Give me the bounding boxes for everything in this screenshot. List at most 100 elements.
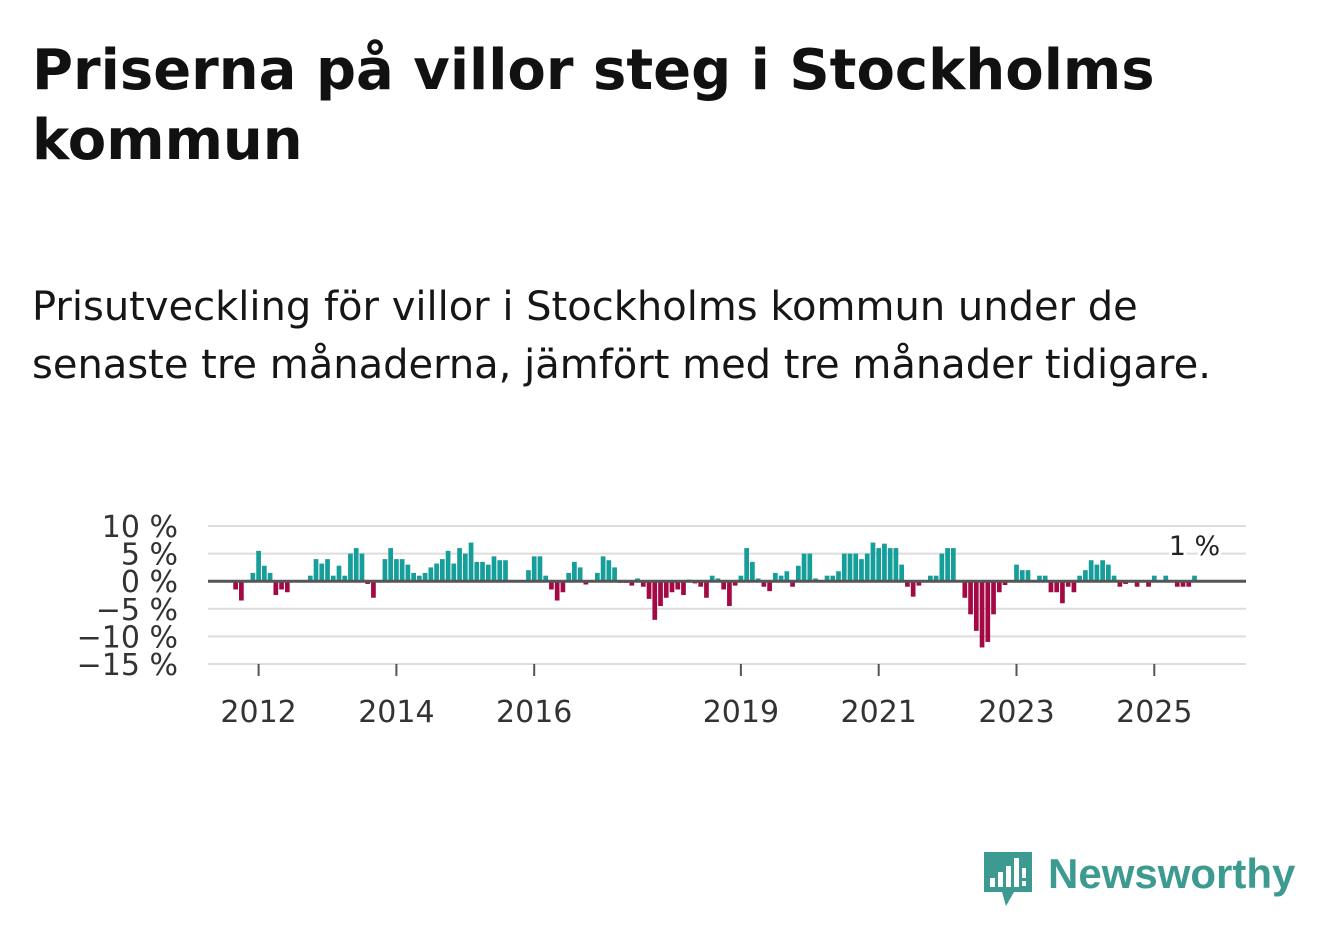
bar	[428, 567, 434, 582]
bar	[950, 548, 956, 582]
bar	[462, 553, 468, 582]
bar	[778, 575, 784, 582]
bar	[595, 572, 600, 582]
newsworthy-logo: Newsworthy	[980, 848, 1300, 910]
bar	[279, 581, 284, 590]
x-tick-label: 2019	[703, 695, 779, 730]
bar	[359, 553, 365, 582]
bar	[1002, 581, 1008, 586]
bar	[928, 575, 933, 582]
bar	[968, 581, 973, 615]
bar	[572, 561, 577, 582]
bar	[795, 565, 801, 582]
bar	[985, 581, 991, 642]
bar	[549, 581, 554, 590]
bar	[1083, 570, 1088, 582]
bar	[893, 548, 899, 582]
bar	[531, 556, 537, 582]
bar	[566, 572, 572, 582]
bar	[1060, 581, 1065, 604]
bar	[640, 581, 646, 587]
bar	[905, 581, 910, 587]
bar	[526, 570, 531, 582]
bar	[859, 559, 864, 582]
bar	[870, 542, 876, 582]
bar	[824, 575, 830, 582]
bar	[973, 581, 979, 631]
bar	[652, 581, 658, 620]
bar	[916, 581, 922, 586]
bar	[497, 560, 503, 582]
bar	[371, 581, 376, 598]
bar	[1088, 560, 1094, 582]
bar	[1094, 564, 1100, 582]
bar	[445, 550, 451, 582]
bar	[646, 581, 652, 599]
bar	[239, 581, 244, 601]
bar	[233, 581, 238, 590]
bar	[612, 567, 617, 582]
bar	[503, 560, 508, 582]
bar	[273, 581, 279, 595]
bar	[738, 575, 744, 582]
bar	[841, 553, 847, 582]
bar	[801, 553, 807, 582]
y-tick-label: 10 %	[102, 510, 178, 545]
bar	[876, 548, 882, 582]
bar	[1019, 570, 1025, 582]
bar	[325, 559, 330, 582]
bar	[485, 564, 491, 582]
bar	[577, 567, 583, 582]
bar	[790, 581, 795, 587]
bar	[267, 572, 273, 582]
bar	[899, 564, 905, 582]
bar	[417, 575, 422, 582]
bar	[709, 575, 715, 582]
chart-title: Priserna på villor steg i Stockholms kom…	[32, 38, 1155, 173]
bar	[669, 581, 675, 593]
bar	[991, 581, 996, 615]
brand-name: Newsworthy	[1048, 850, 1296, 897]
bar	[583, 581, 589, 585]
bar	[537, 556, 543, 582]
chart-subtitle: Prisutveckling för villor i Stockholms k…	[32, 284, 1211, 388]
y-tick-label: −5 %	[96, 593, 178, 628]
bar	[853, 553, 859, 582]
y-tick-label: −15 %	[77, 648, 178, 683]
bar	[307, 575, 313, 582]
bar	[882, 543, 887, 582]
bar	[606, 560, 612, 582]
bar	[675, 581, 681, 590]
bar	[451, 563, 457, 582]
bar	[887, 548, 893, 582]
bar	[422, 572, 428, 582]
bar	[411, 572, 416, 582]
bar	[784, 571, 790, 582]
bar	[767, 581, 772, 592]
bar	[681, 581, 686, 595]
y-tick-label: 0 %	[121, 565, 178, 600]
bar	[1117, 581, 1123, 587]
x-tick-label: 2023	[978, 695, 1054, 730]
bar	[962, 581, 968, 598]
bar	[330, 575, 336, 582]
bar	[250, 572, 256, 582]
bar	[388, 548, 394, 582]
bar	[1111, 575, 1117, 582]
bar	[1048, 581, 1054, 593]
bar	[434, 563, 439, 582]
bar	[256, 550, 261, 582]
bar	[761, 581, 767, 587]
bar	[1100, 560, 1105, 582]
bar	[663, 581, 669, 598]
bar	[1174, 581, 1180, 587]
bar	[1042, 575, 1048, 582]
bar	[399, 559, 405, 582]
bar	[382, 559, 388, 582]
bar	[704, 581, 709, 598]
bar	[698, 581, 704, 587]
bar	[1077, 575, 1083, 582]
bar	[336, 565, 342, 582]
bar	[1192, 575, 1197, 582]
bar	[910, 581, 916, 597]
